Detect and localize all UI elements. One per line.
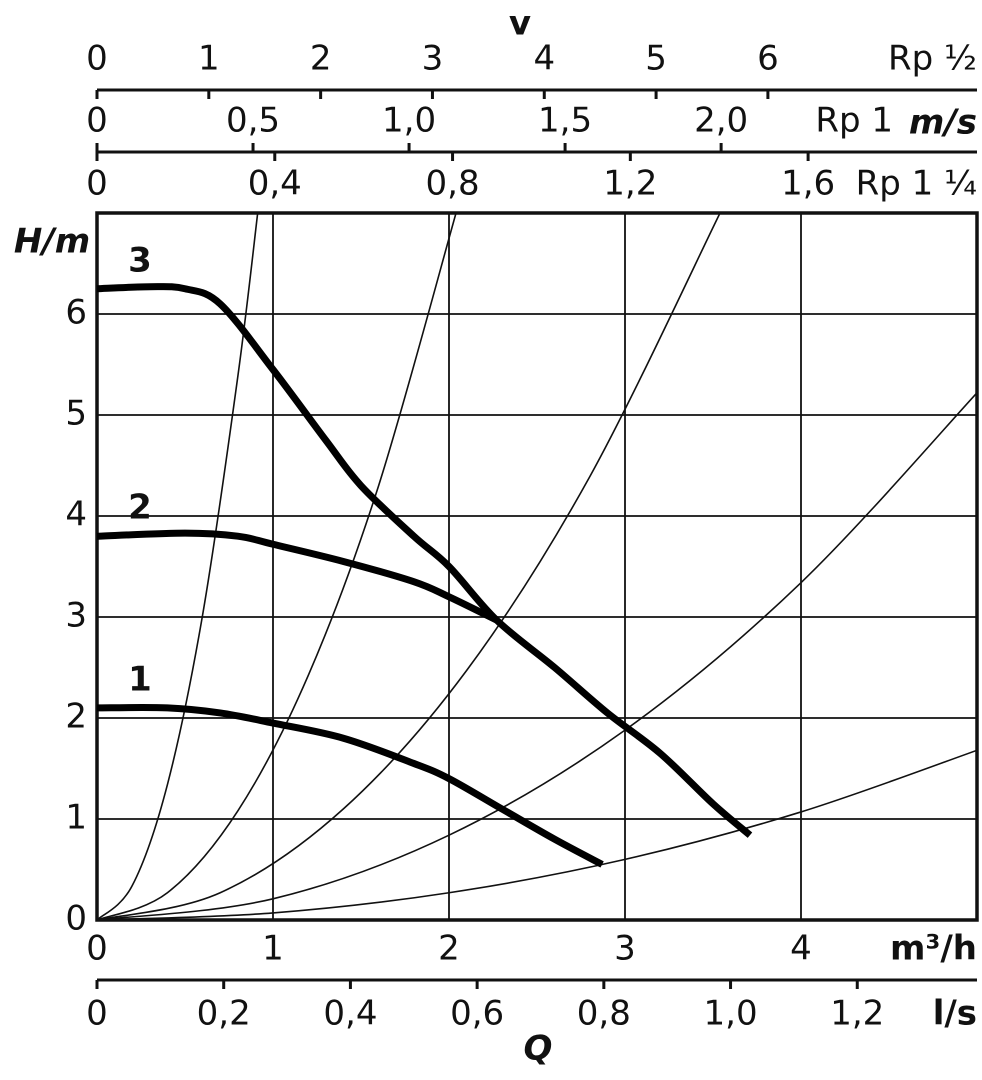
x-tick-label: 2 — [438, 929, 460, 969]
y-tick-label: 6 — [65, 293, 87, 333]
x-tick-label: 3 — [614, 929, 636, 969]
pump-curve — [96, 704, 604, 868]
velocity-axis-label: Rp 1 — [815, 101, 893, 141]
flow-tick-label: 1,0 — [704, 994, 758, 1034]
velocity-tick-label: 1,5 — [538, 101, 592, 141]
y-tick-label: 2 — [65, 697, 87, 737]
system-curve — [97, 392, 977, 920]
velocity-tick-label: 3 — [422, 39, 444, 79]
x-tick-label: 1 — [262, 929, 284, 969]
velocity-axis-label: Rp ½ — [888, 39, 977, 79]
x-tick-label: 4 — [790, 929, 812, 969]
x-axis-label: Q — [524, 1029, 553, 1069]
flow-tick-label: 0,2 — [197, 994, 251, 1034]
y-axis-label: H/m — [14, 222, 90, 262]
velocity-tick-label: 0,8 — [426, 164, 480, 204]
velocity-tick-label: 4 — [533, 39, 555, 79]
velocity-tick-label: 1,6 — [781, 164, 835, 204]
velocity-title: v — [509, 4, 531, 44]
x-unit: m³/h — [890, 929, 977, 969]
y-tick-label: 5 — [65, 394, 87, 434]
velocity-tick-label: 0,5 — [226, 101, 280, 141]
pump-curve — [96, 529, 499, 624]
flow-tick-label: 0,8 — [577, 994, 631, 1034]
y-tick-label: 4 — [65, 495, 87, 535]
velocity-tick-label: 1,2 — [603, 164, 657, 204]
flow-tick-label: 0,6 — [450, 994, 504, 1034]
x-tick-label: 0 — [86, 929, 108, 969]
velocity-tick-label: 0 — [86, 39, 108, 79]
system-curve — [97, 213, 259, 920]
flow-tick-label: 0 — [86, 994, 108, 1034]
y-tick-label: 1 — [65, 798, 87, 838]
curve-label: 1 — [128, 659, 152, 699]
velocity-tick-label: 0,4 — [248, 164, 302, 204]
flow-tick-label: 0,4 — [323, 994, 377, 1034]
plot-frame — [95, 211, 979, 922]
velocity-tick-label: 2 — [310, 39, 332, 79]
flow-tick-label: 1,2 — [830, 994, 884, 1034]
system-curve — [97, 213, 457, 920]
velocity-axis-label: Rp 1 ¼ — [856, 164, 977, 204]
velocity-tick-label: 0 — [86, 164, 108, 204]
pump-curve — [96, 283, 753, 838]
velocity-tick-label: 1 — [198, 39, 220, 79]
y-tick-label: 0 — [65, 899, 87, 939]
curve-label: 3 — [128, 240, 152, 280]
system-curve — [97, 213, 721, 920]
y-tick-label: 3 — [65, 596, 87, 636]
velocity-tick-label: 1,0 — [382, 101, 436, 141]
velocity-tick-label: 6 — [757, 39, 779, 79]
system-curve — [97, 749, 977, 920]
velocity-unit: m/s — [909, 103, 977, 143]
curve-label: 2 — [128, 488, 152, 528]
velocity-tick-label: 0 — [86, 101, 108, 141]
flow-unit: l/s — [933, 994, 977, 1034]
velocity-tick-label: 2,0 — [694, 101, 748, 141]
velocity-tick-label: 5 — [645, 39, 667, 79]
